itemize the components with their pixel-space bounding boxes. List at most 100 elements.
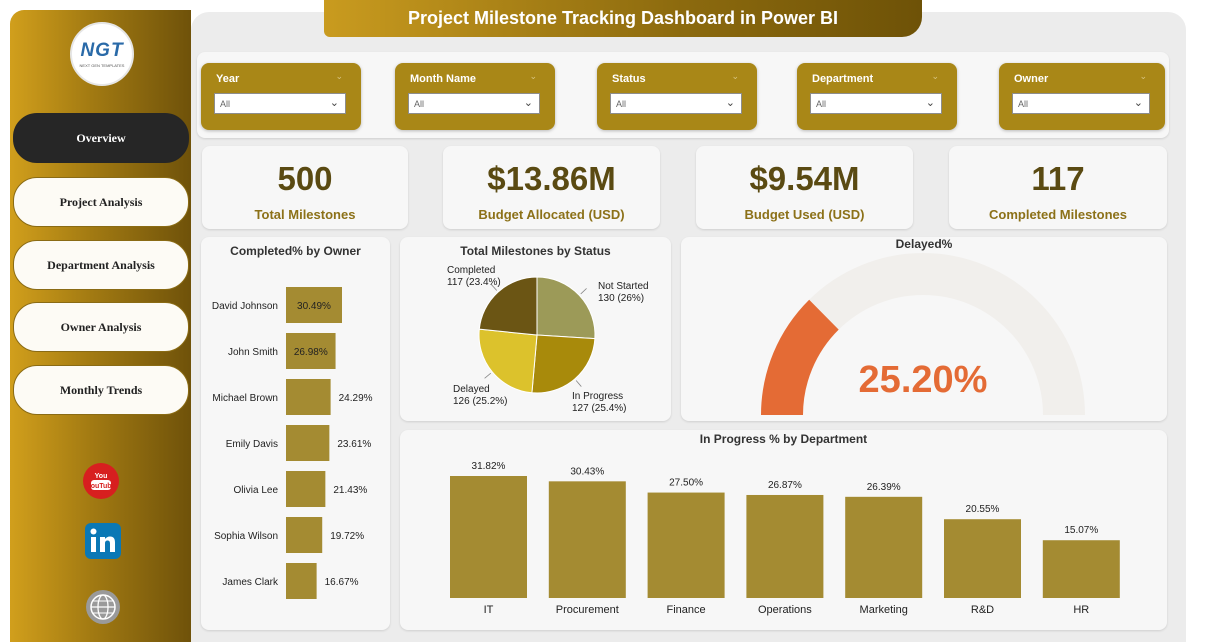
chevron-down-icon: ⌄ <box>1139 71 1147 81</box>
chevron-down-icon: ⌄ <box>931 71 939 81</box>
department-value-label: 31.82% <box>472 461 506 472</box>
select-value: All <box>816 99 827 109</box>
department-bar <box>450 476 527 598</box>
chevron-down-icon: ⌄ <box>329 97 339 109</box>
department-label: Procurement <box>556 604 619 616</box>
owner-value-label: 30.49% <box>297 301 331 312</box>
nav-department-analysis[interactable]: Department Analysis <box>13 240 189 290</box>
logo-text: NGT <box>80 40 124 61</box>
nav-project-analysis[interactable]: Project Analysis <box>13 177 189 227</box>
gauge-fill <box>761 299 839 415</box>
filter-department[interactable]: Department ⌄ All ⌄ <box>797 63 957 130</box>
department-bar <box>647 492 725 598</box>
gauge-value-label: 25.20% <box>859 359 988 401</box>
owner-label: Olivia Lee <box>234 485 279 496</box>
department-value-label: 20.55% <box>966 504 1000 515</box>
owner-chart-card: Completed% by Owner David Johnson 30.49% J… <box>201 237 390 630</box>
pie-slice <box>536 276 596 340</box>
department-bar <box>548 481 626 598</box>
filter-year[interactable]: Year ⌄ All ⌄ <box>201 63 361 130</box>
owner-label: Michael Brown <box>212 393 278 404</box>
pie-label-name: Completed <box>447 265 495 276</box>
owner-bar <box>286 425 330 461</box>
owner-bar <box>286 333 336 369</box>
chevron-down-icon: ⌄ <box>725 97 735 109</box>
select-value: All <box>616 99 627 109</box>
owner-label: Emily Davis <box>226 439 278 450</box>
pie-label-value: 127 (25.4%) <box>572 403 626 414</box>
pie-leader-line <box>484 372 492 379</box>
department-chart-card: In Progress % by Department 31.82% IT 30.4… <box>400 430 1167 630</box>
select-value: All <box>220 99 231 109</box>
kpi-completed-milestones: 117 Completed Milestones <box>949 146 1167 229</box>
kpi-budget-allocated: $13.86M Budget Allocated (USD) <box>443 146 660 229</box>
chart-title: Total Milestones by Status <box>460 244 611 258</box>
department-bar <box>845 496 923 598</box>
chevron-down-icon: ⌄ <box>925 97 935 109</box>
delayed-gauge: 25.20% <box>761 253 1085 415</box>
filter-status[interactable]: Status ⌄ All ⌄ <box>597 63 757 130</box>
kpi-label: Budget Used (USD) <box>744 207 865 222</box>
owner-label: James Clark <box>222 577 279 588</box>
owner-label: Sophia Wilson <box>214 531 278 542</box>
pie-label-value: 130 (26%) <box>598 293 644 304</box>
filter-month-name[interactable]: Month Name ⌄ All ⌄ <box>395 63 555 130</box>
pie-label-name: Not Started <box>598 281 649 292</box>
kpi-value: 500 <box>277 160 333 197</box>
kpi-total-milestones: 500 Total Milestones <box>202 146 408 229</box>
sidebar: NGT NEXT GEN TEMPLATES Overview Project … <box>10 10 191 642</box>
department-value-label: 26.39% <box>867 482 901 493</box>
pie-leader-line <box>580 288 587 295</box>
nav-monthly-trends[interactable]: Monthly Trends <box>13 365 189 415</box>
department-select[interactable]: All ⌄ <box>810 93 942 114</box>
owner-value-label: 21.43% <box>333 485 367 496</box>
chevron-down-icon: ⌄ <box>335 71 343 81</box>
kpi-value: $13.86M <box>487 160 616 197</box>
department-value-label: 27.50% <box>669 478 703 489</box>
svg-text:You: You <box>95 473 108 480</box>
owner-bar <box>286 471 326 507</box>
owner-select[interactable]: All ⌄ <box>1012 93 1150 114</box>
nav-overview[interactable]: Overview <box>13 113 189 163</box>
status-select[interactable]: All ⌄ <box>610 93 742 114</box>
owner-bar <box>286 517 323 553</box>
kpi-label: Budget Allocated (USD) <box>478 207 625 222</box>
chart-title: Completed% by Owner <box>230 244 361 258</box>
owner-bar <box>286 563 317 599</box>
gauge-track <box>761 253 1085 415</box>
chart-title: Delayed% <box>895 237 953 251</box>
department-label: R&D <box>971 604 994 616</box>
owner-bar-chart: David Johnson 30.49% John Smith 26.98% Micha… <box>212 287 373 599</box>
linkedin-icon[interactable] <box>84 522 122 560</box>
logo-subtitle: NEXT GEN TEMPLATES <box>79 63 125 68</box>
nav-owner-analysis[interactable]: Owner Analysis <box>13 302 189 352</box>
select-value: All <box>1018 99 1029 109</box>
owner-value-label: 26.98% <box>294 347 328 358</box>
youtube-icon[interactable]: You YouTube <box>82 462 120 500</box>
pie-leader-line <box>575 380 582 387</box>
pie-label-name: Delayed <box>453 384 490 395</box>
department-value-label: 15.07% <box>1064 525 1098 536</box>
department-bar <box>944 519 1021 598</box>
chevron-down-icon: ⌄ <box>1133 97 1143 109</box>
year-select[interactable]: All ⌄ <box>214 93 346 114</box>
department-label: Operations <box>758 604 812 616</box>
dashboard-title: Project Milestone Tracking Dashboard in … <box>324 0 922 37</box>
kpi-label: Completed Milestones <box>989 207 1127 222</box>
month-name-select[interactable]: All ⌄ <box>408 93 540 114</box>
filter-label: Department <box>812 73 874 85</box>
pie-leader-line <box>491 284 498 291</box>
department-label: HR <box>1073 604 1089 616</box>
filter-label: Month Name <box>410 73 476 85</box>
department-label: Marketing <box>860 604 908 616</box>
kpi-budget-used: $9.54M Budget Used (USD) <box>696 146 913 229</box>
owner-value-label: 19.72% <box>330 531 364 542</box>
logo[interactable]: NGT NEXT GEN TEMPLATES <box>70 22 134 86</box>
globe-icon[interactable] <box>84 588 122 626</box>
department-value-label: 26.87% <box>768 480 802 491</box>
owner-label: John Smith <box>228 347 278 358</box>
pie-slice <box>531 334 596 394</box>
pie-slice <box>478 276 538 336</box>
filter-owner[interactable]: Owner ⌄ All ⌄ <box>999 63 1165 130</box>
